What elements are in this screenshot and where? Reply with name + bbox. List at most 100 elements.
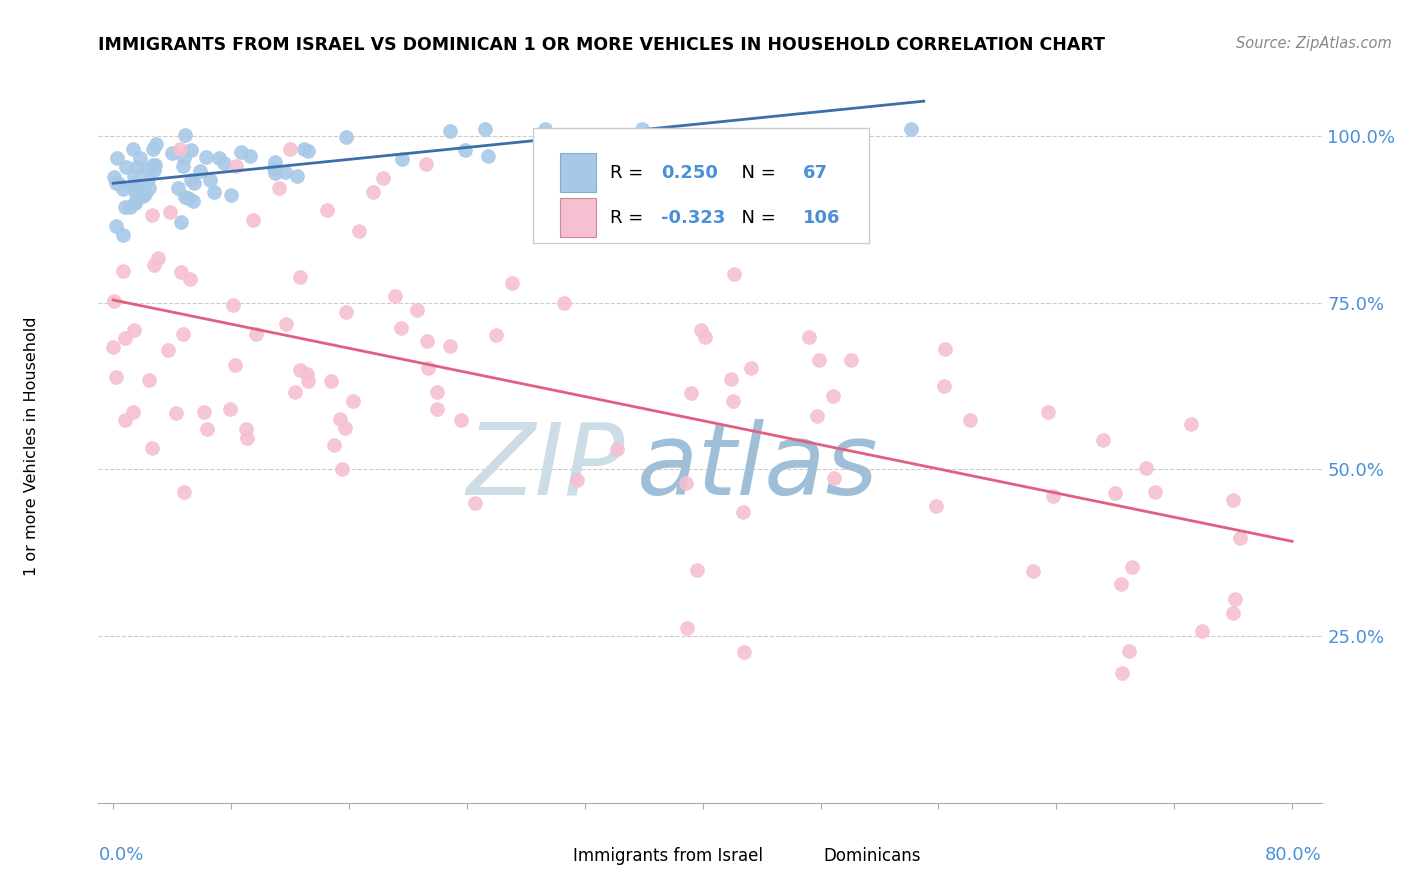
Point [141, 208, 163, 222]
Point [218, 401, 240, 416]
Point [693, 330, 716, 344]
Point [371, 171, 394, 186]
Text: R =: R = [610, 163, 648, 182]
Point [145, 136, 167, 151]
Point [138, 181, 160, 195]
Point [267, 181, 290, 195]
Text: 67: 67 [803, 163, 828, 182]
Point [235, 422, 257, 436]
Point [125, 178, 148, 192]
Point [169, 215, 191, 229]
Point [229, 145, 252, 159]
Point [439, 339, 461, 353]
Point [159, 205, 181, 219]
Point [349, 224, 371, 238]
Point [536, 225, 558, 239]
Point [115, 161, 138, 175]
Point [1091, 433, 1114, 447]
Point [501, 276, 523, 290]
Point [177, 191, 200, 205]
Text: IMMIGRANTS FROM ISRAEL VS DOMINICAN 1 OR MORE VEHICLES IN HOUSEHOLD CORRELATION : IMMIGRANTS FROM ISRAEL VS DOMINICAN 1 OR… [98, 36, 1105, 54]
Point [316, 202, 339, 217]
Text: atlas: atlas [637, 419, 879, 516]
Point [127, 160, 149, 174]
Point [180, 173, 202, 187]
Point [142, 258, 165, 272]
Point [111, 228, 134, 243]
Point [689, 323, 711, 337]
Point [686, 563, 709, 577]
Point [681, 385, 703, 400]
Point [169, 142, 191, 156]
Point [181, 194, 204, 208]
Point [202, 186, 225, 200]
Point [170, 265, 193, 279]
Point [1229, 531, 1251, 545]
Point [122, 169, 145, 183]
Point [212, 156, 235, 170]
Point [135, 162, 157, 177]
Point [808, 353, 831, 368]
Point [439, 124, 461, 138]
Point [485, 328, 508, 343]
Point [391, 152, 413, 166]
Point [264, 166, 287, 180]
Point [1144, 484, 1167, 499]
Point [934, 342, 956, 356]
Text: 1 or more Vehicles in Household: 1 or more Vehicles in Household [24, 317, 38, 575]
Point [114, 200, 136, 214]
Point [125, 187, 148, 202]
FancyBboxPatch shape [533, 128, 869, 243]
Point [1021, 564, 1043, 578]
Point [285, 169, 308, 183]
Point [416, 360, 439, 375]
Point [284, 384, 307, 399]
Point [322, 438, 344, 452]
Point [124, 195, 146, 210]
Point [112, 182, 135, 196]
Point [105, 176, 128, 190]
Point [335, 305, 357, 319]
Point [839, 353, 862, 368]
Text: N =: N = [730, 209, 782, 227]
Point [1222, 606, 1244, 620]
Point [104, 369, 127, 384]
Point [721, 393, 744, 408]
Point [363, 185, 385, 199]
Point [335, 129, 357, 144]
Point [225, 159, 247, 173]
Point [263, 155, 285, 169]
Point [239, 149, 262, 163]
Point [342, 394, 364, 409]
Point [723, 267, 745, 281]
Bar [790, 844, 817, 869]
Point [553, 296, 575, 310]
Point [263, 161, 285, 175]
Point [118, 200, 141, 214]
Point [132, 189, 155, 203]
Point [1135, 461, 1157, 475]
Text: 106: 106 [803, 209, 841, 227]
Point [675, 622, 697, 636]
Point [188, 163, 211, 178]
Point [823, 471, 845, 485]
Point [141, 441, 163, 455]
Point [740, 361, 762, 376]
Point [132, 183, 155, 197]
Text: N =: N = [730, 163, 782, 182]
Text: Source: ZipAtlas.com: Source: ZipAtlas.com [1236, 36, 1392, 51]
Point [389, 321, 412, 335]
Point [297, 144, 319, 158]
Point [105, 219, 128, 233]
Point [288, 362, 311, 376]
Point [288, 270, 311, 285]
Point [416, 334, 439, 349]
Point [274, 318, 297, 332]
Point [330, 462, 353, 476]
Point [103, 170, 125, 185]
Point [128, 152, 150, 166]
Point [134, 186, 156, 201]
Text: R =: R = [610, 209, 648, 227]
Point [384, 289, 406, 303]
Point [179, 272, 201, 286]
